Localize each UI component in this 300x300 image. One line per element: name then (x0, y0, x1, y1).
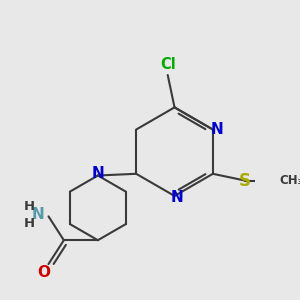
Text: CH₃: CH₃ (279, 174, 300, 187)
Text: Cl: Cl (160, 57, 176, 72)
Text: S: S (239, 172, 251, 190)
Text: H: H (24, 217, 35, 230)
Text: N: N (32, 207, 45, 222)
Text: N: N (211, 122, 224, 137)
Text: H: H (24, 200, 35, 213)
Text: O: O (37, 265, 50, 280)
Text: N: N (171, 190, 184, 205)
Text: N: N (92, 166, 104, 181)
